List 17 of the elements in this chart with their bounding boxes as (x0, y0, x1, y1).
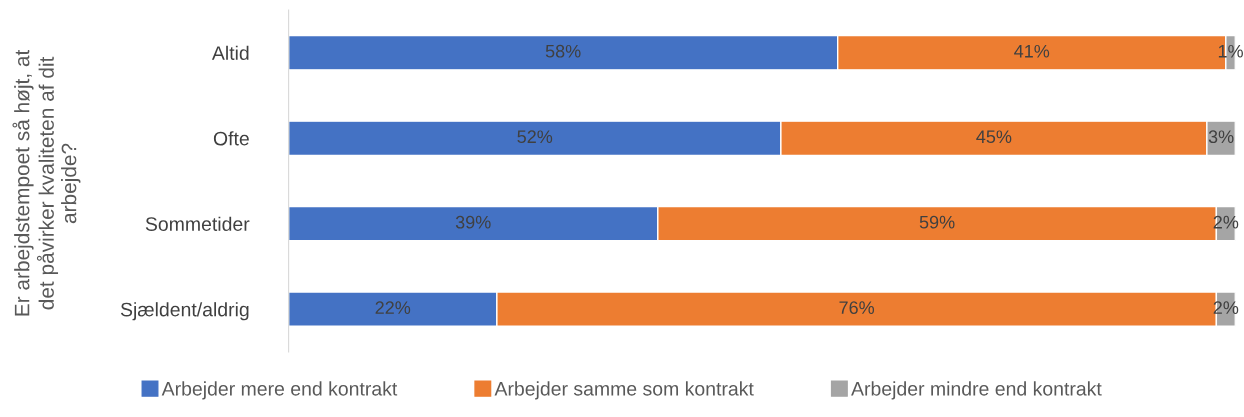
data-label: 59% (919, 215, 955, 229)
data-label: 52% (517, 130, 553, 144)
data-label: 58% (545, 44, 581, 58)
data-label: 3% (1208, 130, 1234, 144)
data-label: 76% (839, 301, 875, 315)
data-label: 41% (1014, 44, 1050, 58)
y-axis-title: Er arbejdstempoet så højt, at det påvirker kvaliteten af dit arbejde? (12, 49, 81, 316)
data-label: 22% (375, 301, 411, 314)
y-tick-label: Sommetider (145, 216, 250, 231)
data-label: 45% (976, 130, 1012, 144)
legend-label: Arbejder mere end kontrakt (161, 381, 398, 400)
y-tick-label: Ofte (213, 131, 249, 146)
legend-label: Arbejder mindre end kontrakt (851, 381, 1102, 400)
data-label: 39% (455, 215, 491, 229)
y-tick-label: Altid (211, 45, 249, 60)
legend-label: Arbejder samme som kontrakt (494, 381, 754, 400)
y-tick-label: Sjældent/aldrig (120, 302, 249, 321)
